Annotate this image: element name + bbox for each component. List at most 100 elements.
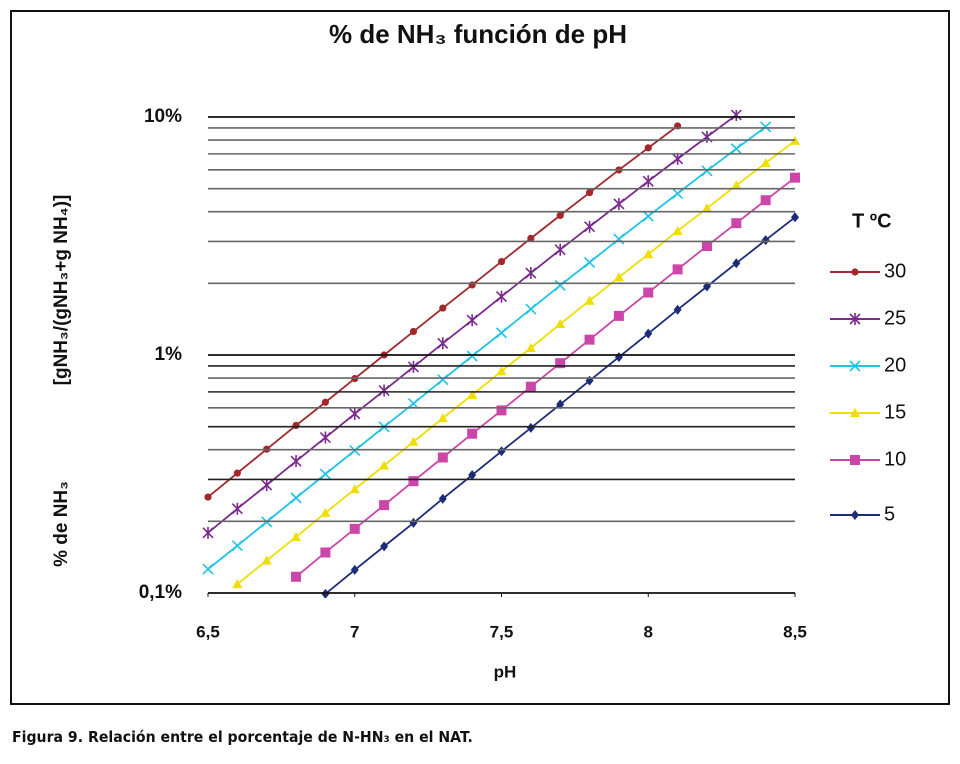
data-point bbox=[585, 189, 594, 197]
data-point bbox=[497, 446, 506, 457]
data-point bbox=[349, 484, 360, 494]
x-axis-label: pH bbox=[494, 662, 517, 681]
data-point bbox=[409, 517, 418, 528]
data-point bbox=[584, 295, 595, 305]
data-point bbox=[730, 143, 742, 155]
data-point bbox=[468, 281, 476, 289]
data-point bbox=[583, 220, 596, 233]
data-point bbox=[731, 180, 742, 190]
data-point bbox=[525, 343, 536, 353]
data-point bbox=[761, 235, 770, 246]
legend-marker bbox=[849, 313, 861, 325]
data-point bbox=[437, 452, 448, 463]
data-point bbox=[643, 287, 654, 298]
legend-label: 15 bbox=[884, 401, 906, 423]
data-point bbox=[732, 258, 741, 269]
data-point bbox=[701, 241, 712, 252]
data-point bbox=[320, 547, 331, 558]
data-point bbox=[673, 304, 682, 315]
legend-marker bbox=[851, 510, 859, 520]
data-point bbox=[527, 234, 535, 242]
data-point bbox=[466, 350, 478, 362]
data-point bbox=[525, 381, 536, 392]
data-point bbox=[261, 479, 273, 492]
data-point bbox=[467, 428, 478, 439]
data-point bbox=[644, 144, 652, 152]
data-point bbox=[701, 165, 713, 177]
data-point bbox=[407, 360, 420, 373]
data-point bbox=[644, 328, 653, 339]
data-point bbox=[439, 304, 447, 312]
data-point bbox=[437, 337, 449, 350]
y-tick-label: 1% bbox=[155, 344, 183, 365]
data-point bbox=[408, 476, 419, 487]
data-point bbox=[349, 523, 360, 534]
legend-label: 20 bbox=[884, 354, 906, 376]
x-tick-label: 8 bbox=[644, 622, 653, 641]
data-point bbox=[790, 172, 800, 183]
data-point bbox=[466, 314, 478, 327]
data-point bbox=[379, 460, 390, 470]
data-point bbox=[613, 197, 625, 210]
y-tick-label: 10% bbox=[144, 106, 182, 127]
data-point bbox=[760, 195, 771, 206]
data-point bbox=[613, 233, 625, 245]
data-point bbox=[730, 110, 742, 121]
legend-title: T ºC bbox=[852, 210, 892, 232]
data-point bbox=[437, 413, 448, 423]
data-point bbox=[791, 212, 799, 223]
data-point bbox=[672, 152, 684, 165]
x-tick-label: 7,5 bbox=[490, 622, 514, 641]
data-point bbox=[701, 203, 712, 213]
data-point bbox=[291, 531, 302, 541]
data-point bbox=[554, 279, 566, 292]
data-point bbox=[349, 407, 361, 420]
data-point bbox=[642, 210, 654, 222]
data-point bbox=[380, 541, 389, 552]
data-point bbox=[496, 405, 507, 416]
data-point bbox=[261, 555, 272, 565]
data-point bbox=[583, 256, 596, 268]
y-axis-label: % de NH₃ bbox=[51, 481, 72, 567]
data-point bbox=[290, 492, 302, 504]
data-point bbox=[232, 579, 243, 589]
legend-label: 5 bbox=[884, 503, 895, 525]
data-point bbox=[497, 257, 506, 266]
data-point bbox=[760, 121, 772, 133]
data-point bbox=[672, 187, 684, 200]
legend-label: 25 bbox=[884, 307, 906, 329]
data-point bbox=[642, 175, 654, 188]
data-point bbox=[495, 290, 508, 303]
data-point bbox=[438, 493, 447, 504]
x-tick-label: 8,5 bbox=[783, 622, 807, 641]
data-point bbox=[554, 243, 566, 256]
data-point bbox=[321, 398, 329, 406]
data-point bbox=[613, 310, 624, 321]
data-point bbox=[526, 422, 535, 433]
data-point bbox=[760, 157, 771, 167]
legend-marker bbox=[850, 408, 860, 417]
data-point bbox=[467, 389, 478, 399]
data-point bbox=[350, 564, 359, 575]
data-point bbox=[525, 303, 537, 315]
data-point bbox=[408, 436, 419, 446]
data-point bbox=[437, 374, 449, 386]
data-point bbox=[290, 455, 302, 468]
legend-label: 10 bbox=[884, 448, 906, 470]
data-point bbox=[555, 358, 566, 369]
data-point bbox=[496, 366, 507, 376]
chart-title: % de NH₃ función de pH bbox=[329, 19, 627, 49]
y-axis-label: [gNH₃/(gNH₃+g NH₄)] bbox=[51, 195, 72, 386]
legend-marker bbox=[850, 455, 860, 465]
data-point bbox=[231, 502, 243, 515]
data-point bbox=[643, 249, 654, 259]
x-tick-label: 7 bbox=[350, 622, 359, 641]
data-point bbox=[613, 272, 624, 282]
data-point bbox=[556, 399, 565, 410]
data-point bbox=[495, 327, 508, 339]
x-tick-label: 6,5 bbox=[196, 622, 220, 641]
data-point bbox=[231, 540, 243, 552]
data-point bbox=[731, 218, 742, 229]
data-point bbox=[556, 211, 564, 219]
